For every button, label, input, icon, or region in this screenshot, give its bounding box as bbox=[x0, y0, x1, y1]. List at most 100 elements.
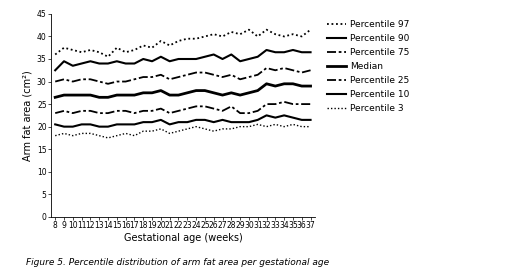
Percentile 3 bbox=[149, 130, 155, 133]
Percentile 25 bbox=[140, 109, 146, 113]
Percentile 25 bbox=[96, 111, 102, 115]
Median bbox=[299, 85, 305, 88]
Percentile 25 bbox=[184, 107, 190, 110]
Percentile 10 bbox=[237, 120, 243, 124]
Percentile 3 bbox=[255, 123, 261, 126]
Percentile 97 bbox=[193, 37, 199, 40]
Percentile 97 bbox=[219, 35, 226, 38]
Percentile 3 bbox=[246, 125, 252, 128]
Percentile 3 bbox=[175, 130, 181, 133]
Percentile 25 bbox=[132, 111, 138, 115]
Median bbox=[272, 85, 278, 88]
Median bbox=[122, 93, 129, 97]
Median bbox=[255, 89, 261, 92]
Percentile 10 bbox=[167, 123, 173, 126]
Percentile 3 bbox=[105, 136, 111, 140]
Y-axis label: Arm fat area (cm²): Arm fat area (cm²) bbox=[23, 70, 33, 161]
Percentile 3 bbox=[132, 134, 138, 137]
Percentile 97 bbox=[70, 48, 76, 52]
Line: Percentile 3: Percentile 3 bbox=[55, 124, 310, 138]
Percentile 97 bbox=[184, 37, 190, 40]
Percentile 3 bbox=[61, 132, 67, 135]
Percentile 25 bbox=[61, 109, 67, 113]
Percentile 97 bbox=[307, 28, 313, 31]
Line: Median: Median bbox=[55, 84, 310, 97]
Percentile 25 bbox=[158, 107, 164, 110]
Percentile 75 bbox=[219, 75, 226, 79]
Percentile 10 bbox=[307, 118, 313, 121]
Percentile 25 bbox=[264, 102, 270, 106]
Percentile 25 bbox=[307, 102, 313, 106]
Percentile 10 bbox=[246, 120, 252, 124]
Percentile 25 bbox=[87, 109, 93, 113]
Percentile 10 bbox=[52, 123, 58, 126]
Percentile 75 bbox=[193, 71, 199, 74]
Percentile 10 bbox=[158, 118, 164, 121]
Percentile 3 bbox=[87, 132, 93, 135]
Line: Percentile 25: Percentile 25 bbox=[55, 102, 310, 113]
Percentile 75 bbox=[167, 78, 173, 81]
Percentile 75 bbox=[307, 69, 313, 72]
Median bbox=[132, 93, 138, 97]
Percentile 90 bbox=[158, 55, 164, 58]
Percentile 3 bbox=[202, 127, 208, 131]
Percentile 90 bbox=[299, 51, 305, 54]
Percentile 97 bbox=[255, 35, 261, 38]
Percentile 90 bbox=[132, 62, 138, 65]
Percentile 25 bbox=[114, 109, 120, 113]
Percentile 3 bbox=[158, 127, 164, 131]
Text: Figure 5. Percentile distribution of arm fat area per gestational age: Figure 5. Percentile distribution of arm… bbox=[26, 258, 329, 267]
Percentile 97 bbox=[114, 46, 120, 49]
Percentile 90 bbox=[184, 57, 190, 61]
Percentile 75 bbox=[299, 71, 305, 74]
Median bbox=[281, 82, 287, 85]
Percentile 10 bbox=[281, 114, 287, 117]
Percentile 75 bbox=[70, 80, 76, 83]
Percentile 3 bbox=[211, 130, 217, 133]
Percentile 97 bbox=[158, 39, 164, 43]
Percentile 25 bbox=[228, 105, 234, 108]
Percentile 90 bbox=[290, 48, 296, 52]
Percentile 10 bbox=[193, 118, 199, 121]
Percentile 25 bbox=[299, 102, 305, 106]
Percentile 3 bbox=[193, 125, 199, 128]
Percentile 90 bbox=[255, 55, 261, 58]
Percentile 97 bbox=[149, 46, 155, 49]
Percentile 90 bbox=[105, 62, 111, 65]
Percentile 3 bbox=[184, 127, 190, 131]
Percentile 3 bbox=[237, 125, 243, 128]
Percentile 90 bbox=[211, 53, 217, 56]
Percentile 97 bbox=[211, 33, 217, 36]
Percentile 97 bbox=[61, 46, 67, 49]
Percentile 3 bbox=[96, 134, 102, 137]
Percentile 25 bbox=[211, 107, 217, 110]
Percentile 25 bbox=[122, 109, 129, 113]
Percentile 25 bbox=[167, 111, 173, 115]
Percentile 75 bbox=[246, 75, 252, 79]
Percentile 90 bbox=[52, 69, 58, 72]
Median bbox=[264, 82, 270, 85]
Percentile 90 bbox=[281, 51, 287, 54]
Percentile 10 bbox=[264, 114, 270, 117]
Percentile 10 bbox=[61, 125, 67, 128]
Percentile 25 bbox=[281, 100, 287, 103]
Percentile 10 bbox=[255, 118, 261, 121]
Percentile 97 bbox=[237, 33, 243, 36]
Percentile 10 bbox=[132, 123, 138, 126]
Percentile 25 bbox=[219, 109, 226, 113]
Percentile 10 bbox=[149, 120, 155, 124]
Percentile 75 bbox=[272, 69, 278, 72]
Percentile 75 bbox=[79, 78, 85, 81]
Percentile 90 bbox=[79, 62, 85, 65]
Percentile 75 bbox=[264, 66, 270, 70]
Percentile 75 bbox=[237, 78, 243, 81]
Percentile 90 bbox=[193, 57, 199, 61]
Median bbox=[228, 91, 234, 95]
Percentile 10 bbox=[105, 125, 111, 128]
Percentile 90 bbox=[307, 51, 313, 54]
Line: Percentile 97: Percentile 97 bbox=[55, 30, 310, 57]
Percentile 97 bbox=[96, 51, 102, 54]
Percentile 75 bbox=[87, 78, 93, 81]
Percentile 97 bbox=[122, 51, 129, 54]
Percentile 10 bbox=[70, 125, 76, 128]
